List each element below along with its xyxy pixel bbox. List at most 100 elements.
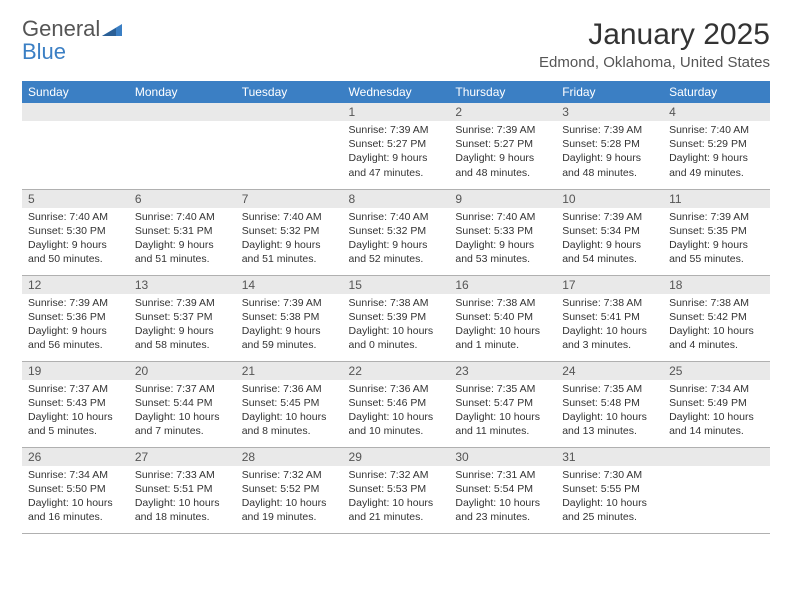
cell-body: Sunrise: 7:39 AMSunset: 5:38 PMDaylight:… <box>236 294 343 357</box>
day-number: 11 <box>663 190 770 208</box>
cell-body: Sunrise: 7:38 AMSunset: 5:40 PMDaylight:… <box>449 294 556 357</box>
cell-body: Sunrise: 7:33 AMSunset: 5:51 PMDaylight:… <box>129 466 236 529</box>
calendar-cell: 14Sunrise: 7:39 AMSunset: 5:38 PMDayligh… <box>236 275 343 361</box>
day-number: 4 <box>663 103 770 121</box>
calendar-week-row: 12Sunrise: 7:39 AMSunset: 5:36 PMDayligh… <box>22 275 770 361</box>
day-number: 26 <box>22 448 129 466</box>
weekday-header: Saturday <box>663 81 770 103</box>
cell-body: Sunrise: 7:39 AMSunset: 5:34 PMDaylight:… <box>556 208 663 271</box>
day-number: 21 <box>236 362 343 380</box>
calendar-cell: 18Sunrise: 7:38 AMSunset: 5:42 PMDayligh… <box>663 275 770 361</box>
calendar-cell: 2Sunrise: 7:39 AMSunset: 5:27 PMDaylight… <box>449 103 556 189</box>
calendar-cell: 22Sunrise: 7:36 AMSunset: 5:46 PMDayligh… <box>343 361 450 447</box>
cell-body: Sunrise: 7:40 AMSunset: 5:32 PMDaylight:… <box>236 208 343 271</box>
calendar-cell: 8Sunrise: 7:40 AMSunset: 5:32 PMDaylight… <box>343 189 450 275</box>
calendar-cell: 11Sunrise: 7:39 AMSunset: 5:35 PMDayligh… <box>663 189 770 275</box>
day-number: 17 <box>556 276 663 294</box>
header: General Blue January 2025 Edmond, Oklaho… <box>22 18 770 71</box>
calendar-cell: 17Sunrise: 7:38 AMSunset: 5:41 PMDayligh… <box>556 275 663 361</box>
cell-body: Sunrise: 7:34 AMSunset: 5:49 PMDaylight:… <box>663 380 770 443</box>
day-number: 18 <box>663 276 770 294</box>
calendar-cell <box>129 103 236 189</box>
day-number: 31 <box>556 448 663 466</box>
calendar-cell: 29Sunrise: 7:32 AMSunset: 5:53 PMDayligh… <box>343 447 450 533</box>
calendar-cell: 3Sunrise: 7:39 AMSunset: 5:28 PMDaylight… <box>556 103 663 189</box>
weekday-header: Sunday <box>22 81 129 103</box>
calendar-week-row: 5Sunrise: 7:40 AMSunset: 5:30 PMDaylight… <box>22 189 770 275</box>
calendar-cell: 16Sunrise: 7:38 AMSunset: 5:40 PMDayligh… <box>449 275 556 361</box>
calendar-cell <box>236 103 343 189</box>
calendar-cell: 28Sunrise: 7:32 AMSunset: 5:52 PMDayligh… <box>236 447 343 533</box>
cell-body <box>22 121 129 181</box>
brand-text-1: General <box>22 16 100 41</box>
cell-body: Sunrise: 7:35 AMSunset: 5:48 PMDaylight:… <box>556 380 663 443</box>
day-number: 20 <box>129 362 236 380</box>
cell-body: Sunrise: 7:39 AMSunset: 5:35 PMDaylight:… <box>663 208 770 271</box>
cell-body: Sunrise: 7:30 AMSunset: 5:55 PMDaylight:… <box>556 466 663 529</box>
cell-body: Sunrise: 7:40 AMSunset: 5:33 PMDaylight:… <box>449 208 556 271</box>
day-number: 25 <box>663 362 770 380</box>
cell-body: Sunrise: 7:32 AMSunset: 5:53 PMDaylight:… <box>343 466 450 529</box>
calendar-cell: 20Sunrise: 7:37 AMSunset: 5:44 PMDayligh… <box>129 361 236 447</box>
weekday-header: Monday <box>129 81 236 103</box>
calendar-cell: 13Sunrise: 7:39 AMSunset: 5:37 PMDayligh… <box>129 275 236 361</box>
calendar-cell: 6Sunrise: 7:40 AMSunset: 5:31 PMDaylight… <box>129 189 236 275</box>
day-number: 1 <box>343 103 450 121</box>
day-number: 6 <box>129 190 236 208</box>
cell-body: Sunrise: 7:40 AMSunset: 5:30 PMDaylight:… <box>22 208 129 271</box>
cell-body: Sunrise: 7:39 AMSunset: 5:36 PMDaylight:… <box>22 294 129 357</box>
day-number <box>129 103 236 121</box>
cell-body: Sunrise: 7:32 AMSunset: 5:52 PMDaylight:… <box>236 466 343 529</box>
brand-text-2: Blue <box>22 39 66 64</box>
day-number: 22 <box>343 362 450 380</box>
calendar-cell: 15Sunrise: 7:38 AMSunset: 5:39 PMDayligh… <box>343 275 450 361</box>
day-number: 7 <box>236 190 343 208</box>
calendar-cell: 23Sunrise: 7:35 AMSunset: 5:47 PMDayligh… <box>449 361 556 447</box>
cell-body: Sunrise: 7:40 AMSunset: 5:31 PMDaylight:… <box>129 208 236 271</box>
calendar-cell <box>22 103 129 189</box>
day-number: 30 <box>449 448 556 466</box>
cell-body: Sunrise: 7:39 AMSunset: 5:27 PMDaylight:… <box>449 121 556 184</box>
day-number: 29 <box>343 448 450 466</box>
cell-body <box>663 466 770 526</box>
cell-body: Sunrise: 7:31 AMSunset: 5:54 PMDaylight:… <box>449 466 556 529</box>
calendar-week-row: 19Sunrise: 7:37 AMSunset: 5:43 PMDayligh… <box>22 361 770 447</box>
calendar-cell <box>663 447 770 533</box>
calendar-cell: 4Sunrise: 7:40 AMSunset: 5:29 PMDaylight… <box>663 103 770 189</box>
weekday-header: Friday <box>556 81 663 103</box>
cell-body: Sunrise: 7:34 AMSunset: 5:50 PMDaylight:… <box>22 466 129 529</box>
calendar-cell: 27Sunrise: 7:33 AMSunset: 5:51 PMDayligh… <box>129 447 236 533</box>
cell-body: Sunrise: 7:37 AMSunset: 5:43 PMDaylight:… <box>22 380 129 443</box>
day-number: 5 <box>22 190 129 208</box>
calendar-week-row: 1Sunrise: 7:39 AMSunset: 5:27 PMDaylight… <box>22 103 770 189</box>
month-title: January 2025 <box>539 18 770 52</box>
calendar-cell: 25Sunrise: 7:34 AMSunset: 5:49 PMDayligh… <box>663 361 770 447</box>
calendar-cell: 9Sunrise: 7:40 AMSunset: 5:33 PMDaylight… <box>449 189 556 275</box>
weekday-header: Thursday <box>449 81 556 103</box>
weekday-header: Wednesday <box>343 81 450 103</box>
brand-logo: General Blue <box>22 18 122 64</box>
calendar-week-row: 26Sunrise: 7:34 AMSunset: 5:50 PMDayligh… <box>22 447 770 533</box>
calendar-cell: 31Sunrise: 7:30 AMSunset: 5:55 PMDayligh… <box>556 447 663 533</box>
cell-body: Sunrise: 7:36 AMSunset: 5:45 PMDaylight:… <box>236 380 343 443</box>
day-number <box>22 103 129 121</box>
day-number: 14 <box>236 276 343 294</box>
cell-body: Sunrise: 7:38 AMSunset: 5:41 PMDaylight:… <box>556 294 663 357</box>
calendar-cell: 5Sunrise: 7:40 AMSunset: 5:30 PMDaylight… <box>22 189 129 275</box>
cell-body: Sunrise: 7:35 AMSunset: 5:47 PMDaylight:… <box>449 380 556 443</box>
cell-body <box>129 121 236 181</box>
calendar-cell: 12Sunrise: 7:39 AMSunset: 5:36 PMDayligh… <box>22 275 129 361</box>
day-number: 2 <box>449 103 556 121</box>
day-number: 13 <box>129 276 236 294</box>
calendar-cell: 24Sunrise: 7:35 AMSunset: 5:48 PMDayligh… <box>556 361 663 447</box>
day-number: 10 <box>556 190 663 208</box>
day-number <box>236 103 343 121</box>
logo-triangle-icon <box>102 20 122 41</box>
day-number: 28 <box>236 448 343 466</box>
weekday-header: Tuesday <box>236 81 343 103</box>
day-number: 27 <box>129 448 236 466</box>
calendar-table: SundayMondayTuesdayWednesdayThursdayFrid… <box>22 81 770 534</box>
title-block: January 2025 Edmond, Oklahoma, United St… <box>539 18 770 71</box>
calendar-cell: 30Sunrise: 7:31 AMSunset: 5:54 PMDayligh… <box>449 447 556 533</box>
cell-body: Sunrise: 7:38 AMSunset: 5:39 PMDaylight:… <box>343 294 450 357</box>
